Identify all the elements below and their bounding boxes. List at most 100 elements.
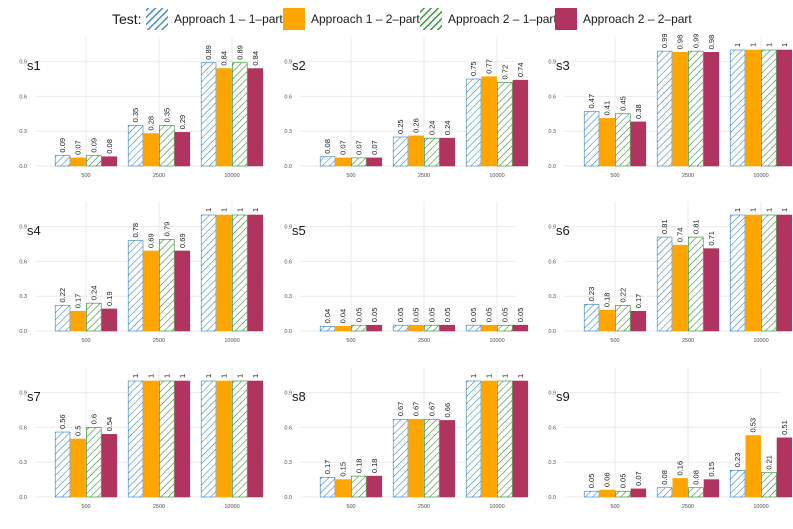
bar-approach-1-2-part-10000 [481,76,497,167]
bar-approach-1-2-part-2500 [143,250,159,332]
bar-approach-1-2-part-500 [599,489,615,498]
x-tick-label: 500 [81,173,90,179]
bar-approach-1-2-part-500 [70,310,86,332]
bar-approach-1-1-part-500 [54,305,71,332]
y-tick-label: 0.3 [284,460,292,466]
y-tick-label: 0.0 [548,495,556,501]
panel-title: s7 [27,389,41,404]
y-tick-label: 0.6 [548,425,556,431]
y-tick-label: 0.0 [548,329,556,335]
value-label: 1 [469,374,478,378]
y-tick-label: 0.9 [19,60,27,66]
legend-swatch-approach-1-1-part [146,8,168,30]
y-tick-label: 0.0 [19,164,27,170]
value-label: 1 [235,208,244,212]
bar-approach-2-1-part-10000 [232,214,248,332]
y-tick-label: 0.6 [548,94,556,100]
x-tick-label: 10000 [224,504,239,510]
x-tick-label: 2500 [418,173,430,179]
value-label: 1 [162,374,171,378]
bar-approach-1-2-part-500 [335,157,351,167]
value-label: 0.07 [370,140,379,155]
value-label: 0.09 [89,138,98,153]
bar-approach-2-2-part-2500 [439,420,456,498]
bar-approach-2-1-part-10000 [232,62,248,167]
bar-approach-2-2-part-2500 [174,380,191,498]
bar-approach-2-2-part-500 [630,310,647,332]
value-label: 0.23 [733,453,742,468]
value-label: 0.67 [427,402,436,417]
bar-approach-2-1-part-500 [615,490,631,498]
x-tick-label: 2500 [682,173,694,179]
y-tick-label: 0.6 [284,425,292,431]
bar-approach-2-1-part-2500 [688,236,704,332]
bar-approach-2-2-part-500 [366,157,383,167]
bar-approach-2-2-part-10000 [247,214,264,332]
y-tick-label: 0.6 [284,259,292,265]
value-label: 1 [251,374,260,378]
value-label: 0.08 [105,139,114,154]
bar-approach-1-2-part-500 [599,118,615,167]
value-label: 0.25 [396,119,405,134]
y-tick-label: 0.9 [548,391,556,397]
y-tick-label: 0.0 [548,164,556,170]
bar-approach-1-1-part-2500 [392,418,409,498]
bar-approach-1-1-part-500 [583,490,600,498]
value-label: 1 [516,374,525,378]
panel-title: s5 [292,223,306,238]
value-label: 0.08 [660,470,669,485]
bar-approach-2-1-part-10000 [497,380,513,498]
value-label: 0.71 [707,231,716,246]
bar-approach-1-1-part-500 [319,476,336,498]
bar-approach-1-2-part-2500 [408,418,424,498]
value-label: 1 [220,208,229,212]
value-label: 0.23 [587,287,596,302]
y-tick-label: 0.9 [284,225,292,231]
bar-approach-1-1-part-2500 [656,236,673,332]
legend-entry: Approach 1 – 1–part [146,8,283,30]
bar-approach-1-2-part-2500 [143,133,159,167]
bar-approach-1-2-part-2500 [672,478,688,498]
value-label: 0.04 [323,309,332,324]
value-label: 0.05 [370,308,379,323]
value-label: 0.05 [396,308,405,323]
value-label: 0.05 [443,308,452,323]
bar-approach-1-2-part-10000 [216,214,232,332]
value-label: 0.08 [323,139,332,154]
panel-title: s8 [292,389,306,404]
bar-approach-1-1-part-10000 [465,380,482,498]
x-tick-label: 10000 [224,173,239,179]
legend-label: Approach 1 – 1–part [174,12,283,26]
y-tick-label: 0.0 [19,329,27,335]
bar-approach-2-1-part-10000 [761,49,777,167]
value-label: 0.24 [427,121,436,136]
x-tick-label: 10000 [489,504,504,510]
x-tick-label: 2500 [153,504,165,510]
bar-approach-1-1-part-10000 [200,62,217,167]
bar-approach-2-2-part-2500 [703,479,720,498]
value-label: 0.22 [58,288,67,303]
bar-approach-2-2-part-10000 [776,49,793,167]
x-tick-label: 500 [81,504,90,510]
legend-title: Test: [112,11,142,27]
bar-approach-1-1-part-500 [54,431,71,498]
y-tick-label: 0.6 [284,94,292,100]
x-tick-label: 500 [610,338,619,344]
x-tick-label: 2500 [682,504,694,510]
legend-label: Approach 2 – 2–part [583,12,692,26]
bar-approach-1-2-part-500 [599,309,615,332]
y-tick-label: 0.3 [548,129,556,135]
value-label: 0.41 [603,101,612,116]
value-label: 0.18 [603,293,612,308]
bar-approach-2-1-part-2500 [424,137,440,167]
y-tick-label: 0.9 [19,391,27,397]
bar-approach-1-1-part-10000 [200,214,217,332]
value-label: 1 [220,374,229,378]
bar-approach-1-1-part-500 [54,155,71,167]
value-label: 0.81 [660,219,669,234]
bar-approach-2-1-part-2500 [688,50,704,167]
value-label: 0.69 [178,233,187,248]
value-label: 0.21 [764,455,773,470]
value-label: 0.08 [691,470,700,485]
bar-approach-2-2-part-500 [101,434,118,498]
